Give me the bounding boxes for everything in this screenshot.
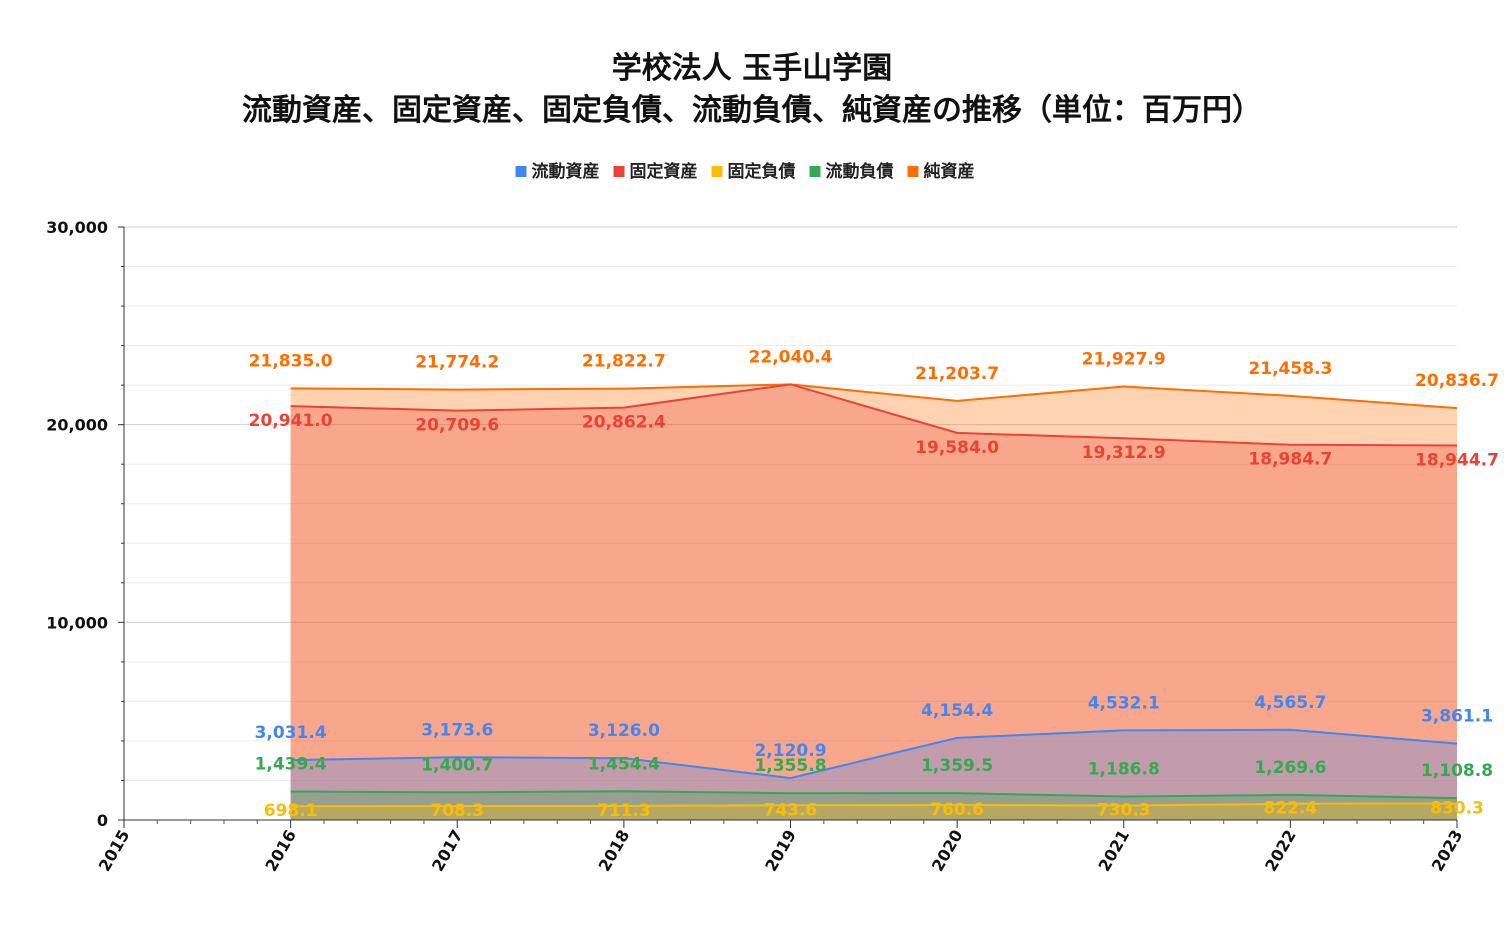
data-label: 1,359.5 [921, 756, 993, 776]
x-tick-label: 2022 [1261, 827, 1300, 875]
data-label: 20,862.4 [582, 413, 666, 433]
data-label: 3,861.1 [1421, 707, 1493, 727]
data-label: 20,836.7 [1415, 371, 1499, 391]
data-label: 3,031.4 [255, 723, 327, 743]
x-tick-label: 2015 [95, 827, 134, 875]
legend-label: 流動負債 [826, 161, 894, 182]
data-label: 19,312.9 [1082, 443, 1166, 463]
data-labels: 3,031.4 3,173.6 3,126.0 2,120.9 4,154.4 4,532… [249, 347, 1499, 821]
line-series-1 [290, 728, 1458, 780]
legend-item-1: 流動資産 [515, 161, 600, 182]
x-tick-label: 2016 [261, 827, 300, 875]
data-label: 822.4 [1263, 799, 1317, 819]
legend-item-5: 純資産 [907, 161, 975, 182]
chart-title-line-2: 流動資産、固定資産、固定負債、流動負債、純資産の推移（単位：百万円） [242, 93, 1262, 128]
data-label: 21,774.2 [415, 353, 499, 373]
line-series-3 [290, 802, 1458, 808]
data-label: 708.3 [430, 801, 484, 821]
data-label: 21,203.7 [915, 364, 999, 384]
x-tick-label: 2020 [928, 827, 967, 875]
data-label: 19,584.0 [915, 438, 999, 458]
legend-item-4: 流動負債 [809, 161, 894, 182]
data-label: 4,565.7 [1254, 693, 1326, 713]
data-label: 21,458.3 [1248, 359, 1332, 379]
data-label: 3,173.6 [421, 720, 493, 740]
data-label: 18,944.7 [1415, 451, 1499, 471]
data-label: 2,120.9 [754, 741, 826, 761]
legend-swatch [515, 166, 527, 177]
data-label: 21,822.7 [582, 352, 666, 372]
data-label: 1,400.7 [421, 755, 493, 775]
data-label: 1,454.4 [588, 754, 660, 774]
line-series-4 [290, 790, 1458, 800]
data-label: 22,040.4 [749, 347, 833, 367]
area-series-3 [290, 803, 1457, 820]
data-label: 711.3 [597, 801, 651, 821]
data-label: 21,835.0 [249, 351, 333, 371]
x-tick-label: 2018 [595, 827, 634, 875]
gridlines [124, 226, 1457, 781]
legend-swatch [711, 166, 723, 177]
data-label: 1,439.4 [255, 755, 327, 775]
data-label: 18,984.7 [1248, 450, 1332, 470]
data-label: 698.1 [264, 801, 318, 821]
legend-label: 純資産 [924, 161, 975, 182]
x-tick-label: 2023 [1428, 827, 1467, 875]
legend-swatch [809, 166, 821, 177]
data-label: 1,355.8 [754, 756, 826, 776]
x-tick-label: 2021 [1094, 827, 1133, 875]
data-label: 4,532.1 [1088, 693, 1160, 713]
area-series-1 [290, 729, 1457, 820]
legend-item-3: 固定負債 [711, 161, 796, 182]
legend-swatch [907, 166, 919, 177]
data-label: 3,126.0 [588, 721, 660, 741]
legend-label: 固定負債 [728, 161, 796, 182]
legend: 流動資産 固定資産 固定負債 流動負債 純資産 [515, 161, 975, 182]
legend-swatch [613, 166, 625, 177]
x-tick-label: 2017 [428, 827, 467, 875]
y-tick-label: 0 [97, 811, 108, 830]
data-label: 1,108.8 [1421, 761, 1493, 781]
data-label: 743.6 [764, 800, 818, 820]
data-label: 20,709.6 [415, 416, 499, 436]
area-series-5 [290, 384, 1457, 820]
line-series-5 [290, 383, 1458, 410]
legend-label: 固定資産 [630, 161, 698, 182]
y-tick-label: 10,000 [46, 613, 108, 632]
y-tick-label: 30,000 [46, 218, 108, 237]
series-lines [290, 383, 1458, 808]
data-label: 4,154.4 [921, 701, 993, 721]
data-label: 730.3 [1097, 801, 1151, 821]
data-label: 830.3 [1430, 799, 1484, 819]
data-label: 1,186.8 [1088, 760, 1160, 780]
line-series-2 [290, 383, 1458, 447]
x-tick-label: 2019 [761, 827, 800, 875]
series-areas [290, 384, 1457, 820]
chart-title-line-1: 学校法人 玉手山学園 [612, 51, 892, 86]
data-label: 1,269.6 [1254, 758, 1326, 778]
legend-item-2: 固定資産 [613, 161, 698, 182]
data-label: 760.6 [930, 800, 984, 820]
area-series-2 [290, 384, 1457, 820]
data-label: 21,927.9 [1082, 350, 1166, 370]
legend-label: 流動資産 [532, 161, 600, 182]
y-tick-label: 20,000 [46, 416, 108, 435]
data-label: 20,941.0 [249, 411, 333, 431]
